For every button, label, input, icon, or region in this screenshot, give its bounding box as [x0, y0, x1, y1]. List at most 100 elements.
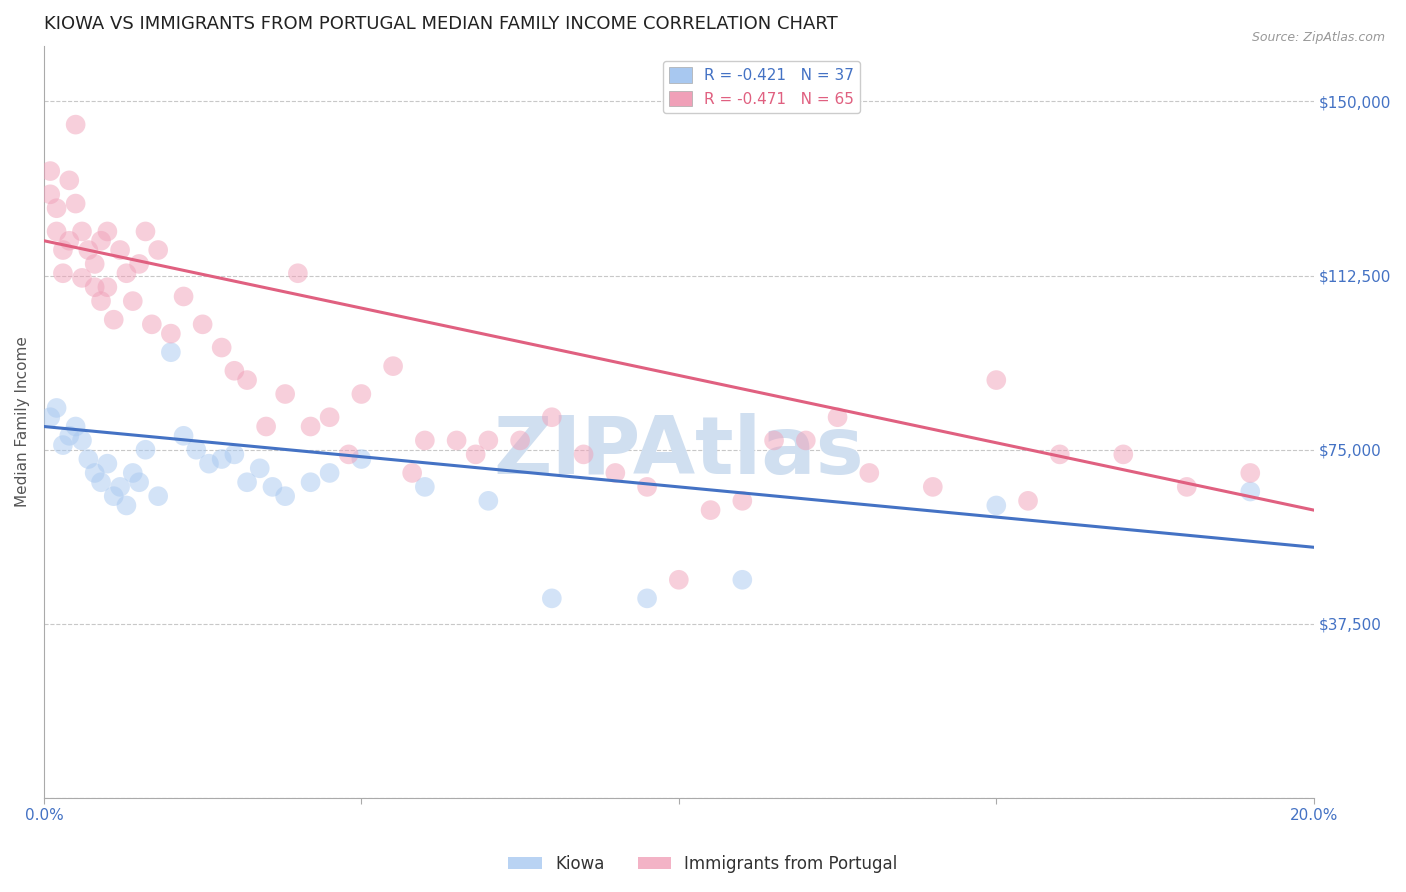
Point [186, 442, 208, 457]
Point [148, 489, 170, 503]
Point [318, 466, 340, 480]
Point [921, 480, 943, 494]
Point [65, 419, 87, 434]
Point [636, 480, 658, 494]
Point [540, 591, 562, 606]
Point [58, 173, 80, 187]
Point [572, 447, 595, 461]
Point [413, 434, 436, 448]
Point [605, 466, 627, 480]
Point [236, 373, 259, 387]
Point [65, 196, 87, 211]
Point [731, 573, 754, 587]
Point [446, 434, 468, 448]
Point [65, 118, 87, 132]
Point [794, 434, 817, 448]
Text: KIOWA VS IMMIGRANTS FROM PORTUGAL MEDIAN FAMILY INCOME CORRELATION CHART: KIOWA VS IMMIGRANTS FROM PORTUGAL MEDIAN… [44, 15, 838, 33]
Point [477, 493, 499, 508]
Point [224, 364, 246, 378]
Point [173, 429, 195, 443]
Point [115, 266, 138, 280]
Point [986, 373, 1008, 387]
Point [986, 499, 1008, 513]
Point [108, 480, 131, 494]
Point [401, 466, 423, 480]
Point [274, 387, 297, 401]
Point [668, 573, 690, 587]
Point [83, 280, 105, 294]
Point [1239, 466, 1261, 480]
Point [96, 457, 118, 471]
Point [103, 312, 125, 326]
Legend: Kiowa, Immigrants from Portugal: Kiowa, Immigrants from Portugal [502, 848, 904, 880]
Point [254, 419, 277, 434]
Point [108, 243, 131, 257]
Point [77, 452, 100, 467]
Point [58, 234, 80, 248]
Point [299, 475, 322, 490]
Point [39, 187, 62, 202]
Point [90, 475, 112, 490]
Point [173, 289, 195, 303]
Point [39, 410, 62, 425]
Point [350, 387, 373, 401]
Point [90, 294, 112, 309]
Point [128, 257, 150, 271]
Point [1112, 447, 1135, 461]
Point [731, 493, 754, 508]
Point [1239, 484, 1261, 499]
Point [299, 419, 322, 434]
Point [224, 447, 246, 461]
Point [160, 326, 183, 341]
Point [58, 429, 80, 443]
Point [249, 461, 271, 475]
Point [1049, 447, 1071, 461]
Text: ZIPAtlas: ZIPAtlas [494, 413, 865, 491]
Point [211, 341, 233, 355]
Point [509, 434, 531, 448]
Legend: R = -0.421   N = 37, R = -0.471   N = 65: R = -0.421 N = 37, R = -0.471 N = 65 [662, 61, 860, 112]
Point [236, 475, 259, 490]
Point [134, 442, 156, 457]
Point [134, 224, 156, 238]
Point [262, 480, 284, 494]
Point [350, 452, 373, 467]
Point [141, 318, 163, 332]
Point [103, 489, 125, 503]
Point [337, 447, 360, 461]
Point [413, 480, 436, 494]
Point [96, 280, 118, 294]
Point [70, 434, 93, 448]
Point [45, 401, 67, 415]
Point [699, 503, 721, 517]
Point [83, 257, 105, 271]
Point [636, 591, 658, 606]
Point [477, 434, 499, 448]
Point [121, 466, 143, 480]
Point [464, 447, 486, 461]
Point [827, 410, 849, 425]
Point [45, 224, 67, 238]
Point [39, 164, 62, 178]
Point [52, 438, 75, 452]
Text: Source: ZipAtlas.com: Source: ZipAtlas.com [1251, 31, 1385, 45]
Point [70, 224, 93, 238]
Point [540, 410, 562, 425]
Point [96, 224, 118, 238]
Point [382, 359, 405, 373]
Point [318, 410, 340, 425]
Point [70, 271, 93, 285]
Point [115, 499, 138, 513]
Point [90, 234, 112, 248]
Point [274, 489, 297, 503]
Point [287, 266, 309, 280]
Point [45, 201, 67, 215]
Point [83, 466, 105, 480]
Point [191, 318, 214, 332]
Point [198, 457, 221, 471]
Point [1017, 493, 1039, 508]
Point [858, 466, 880, 480]
Point [52, 243, 75, 257]
Point [52, 266, 75, 280]
Point [160, 345, 183, 359]
